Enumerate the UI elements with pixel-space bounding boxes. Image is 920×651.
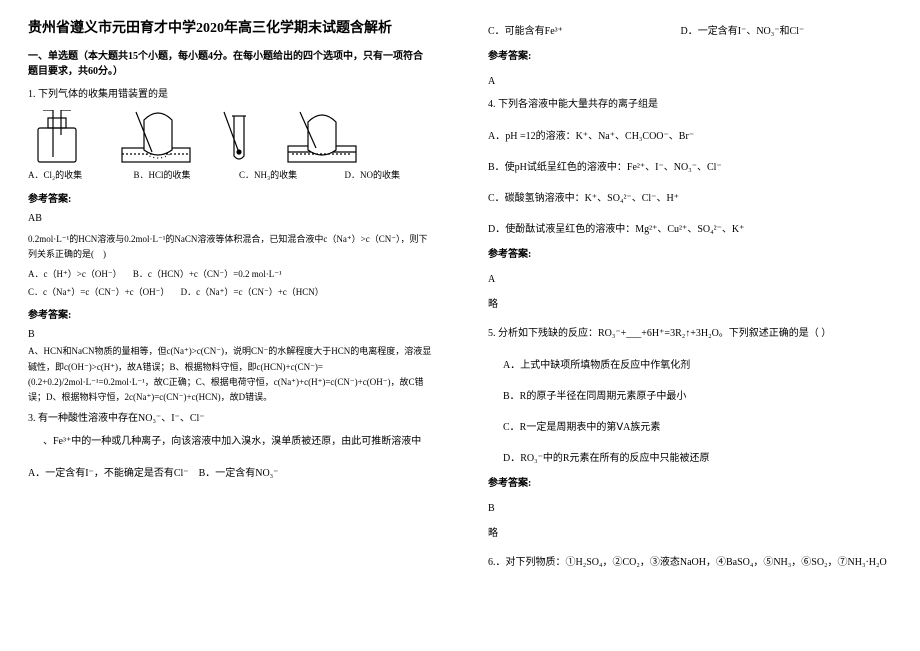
q5-optC: C．R一定是周期表中的第ⅤA族元素: [488, 418, 892, 437]
q1-answer-heading: 参考答案:: [28, 190, 432, 209]
q3-answer-heading: 参考答案:: [488, 47, 892, 66]
figure-c-icon: [214, 110, 264, 165]
q5-optB: B．R的原子半径在同周期元素原子中最小: [488, 387, 892, 406]
q3-rowAB: A．一定含有I⁻，不能确定是否有Cl⁻ B．一定含有NO₃⁻: [28, 464, 432, 483]
q1-figure-labels: A．Cl₂的收集 B．HCl的收集 C．NH₃的收集 D．NO的收集: [28, 167, 432, 184]
figure-a-icon: [28, 110, 98, 165]
q3-answer: A: [488, 72, 892, 91]
q5-note: 略: [488, 524, 892, 543]
q1-figures: [28, 110, 432, 165]
q2-answer-heading: 参考答案:: [28, 306, 432, 325]
right-column: C．可能含有Fe³⁺ D．一定含有I⁻、NO₃⁻和Cl⁻ 参考答案: A 4. …: [460, 0, 920, 651]
q2-optB: B．c（HCN）+c（CN⁻）=0.2 mol·L⁻¹: [133, 269, 282, 279]
q3-optC: C．可能含有Fe³⁺: [488, 22, 678, 41]
q1-optA: A．Cl₂的收集: [28, 167, 116, 184]
left-column: 贵州省遵义市元田育才中学2020年高三化学期末试题含解析 一、单选题（本大题共1…: [0, 0, 460, 651]
q4-answer-heading: 参考答案:: [488, 245, 892, 264]
q4-note: 略: [488, 295, 892, 314]
q1-optC: C．NH₃的收集: [239, 167, 327, 184]
q2-row1: A．c（H⁺）>c（OH⁻） B．c（HCN）+c（CN⁻）=0.2 mol·L…: [28, 267, 432, 282]
q6-stem: 6.．对下列物质：①H₂SO₄，②CO₂，③液态NaOH，④BaSO₄，⑤NH₃…: [488, 553, 892, 572]
q5-optA: A．上式中缺项所填物质在反应中作氧化剂: [488, 356, 892, 375]
q4-optA: A．pH =12的溶液：K⁺、Na⁺、CH₃COO⁻、Br⁻: [488, 127, 892, 146]
q5-optD: D．RO₃⁻中的R元素在所有的反应中只能被还原: [488, 449, 892, 468]
q1-stem: 1. 下列气体的收集用错装置的是: [28, 85, 432, 104]
q1-optD: D．NO的收集: [345, 167, 433, 184]
q1-answer: AB: [28, 209, 432, 228]
q3-rowCD: C．可能含有Fe³⁺ D．一定含有I⁻、NO₃⁻和Cl⁻: [488, 22, 892, 41]
q2-answer: B: [28, 325, 432, 344]
section-heading: 一、单选题（本大题共15个小题，每小题4分。在每小题给出的四个选项中，只有一项符…: [28, 49, 432, 79]
page: 贵州省遵义市元田育才中学2020年高三化学期末试题含解析 一、单选题（本大题共1…: [0, 0, 920, 651]
q3-optA: A．一定含有I⁻，不能确定是否有Cl⁻: [28, 468, 189, 479]
q4-stem: 4. 下列各溶液中能大量共存的离子组是: [488, 95, 892, 114]
q4-optC: C．碳酸氢钠溶液中：K⁺、SO₄²⁻、Cl⁻、H⁺: [488, 189, 892, 208]
q3-optD: D．一定含有I⁻、NO₃⁻和Cl⁻: [681, 26, 805, 37]
figure-b-icon: [116, 110, 196, 165]
q3-optB: B．一定含有NO₃⁻: [199, 468, 279, 479]
q5-answer: B: [488, 499, 892, 518]
q4-optD: D．使酚酞试液呈红色的溶液中：Mg²⁺、Cu²⁺、SO₄²⁻、K⁺: [488, 220, 892, 239]
q3-stem1: 3. 有一种酸性溶液中存在NO₃⁻、I⁻、Cl⁻: [28, 409, 432, 428]
q4-answer: A: [488, 270, 892, 289]
q2-stem: 0.2mol·L⁻¹的HCN溶液与0.2mol·L⁻¹的NaCN溶液等体积混合，…: [28, 232, 432, 263]
q2-explain: A、HCN和NaCN物质的量相等，但c(Na⁺)>c(CN⁻)，说明CN⁻的水解…: [28, 344, 432, 405]
q3-stem2: 、Fe³⁺中的一种或几种离子，向该溶液中加入溴水，溴单质被还原，由此可推断溶液中: [28, 432, 432, 451]
q5-stem: 5. 分析如下残缺的反应：RO₃⁻+___+6H⁺=3R₂↑+3H₂O。下列叙述…: [488, 324, 892, 343]
figure-d-icon: [282, 110, 362, 165]
q2-optA: A．c（H⁺）>c（OH⁻）: [28, 269, 122, 279]
q5-answer-heading: 参考答案:: [488, 474, 892, 493]
page-title: 贵州省遵义市元田育才中学2020年高三化学期末试题含解析: [28, 18, 432, 39]
q4-optB: B．使pH试纸呈红色的溶液中：Fe²⁺、I⁻、NO₃⁻、Cl⁻: [488, 158, 892, 177]
q2-row2: C．c（Na⁺）=c（CN⁻）+c（OH⁻） D．c（Na⁺）=c（CN⁻）+c…: [28, 285, 432, 300]
q1-optB: B．HCl的收集: [134, 167, 222, 184]
q2-optC: C．c（Na⁺）=c（CN⁻）+c（OH⁻）: [28, 287, 169, 297]
q2-optD: D．c（Na⁺）=c（CN⁻）+c（HCN）: [181, 287, 324, 297]
